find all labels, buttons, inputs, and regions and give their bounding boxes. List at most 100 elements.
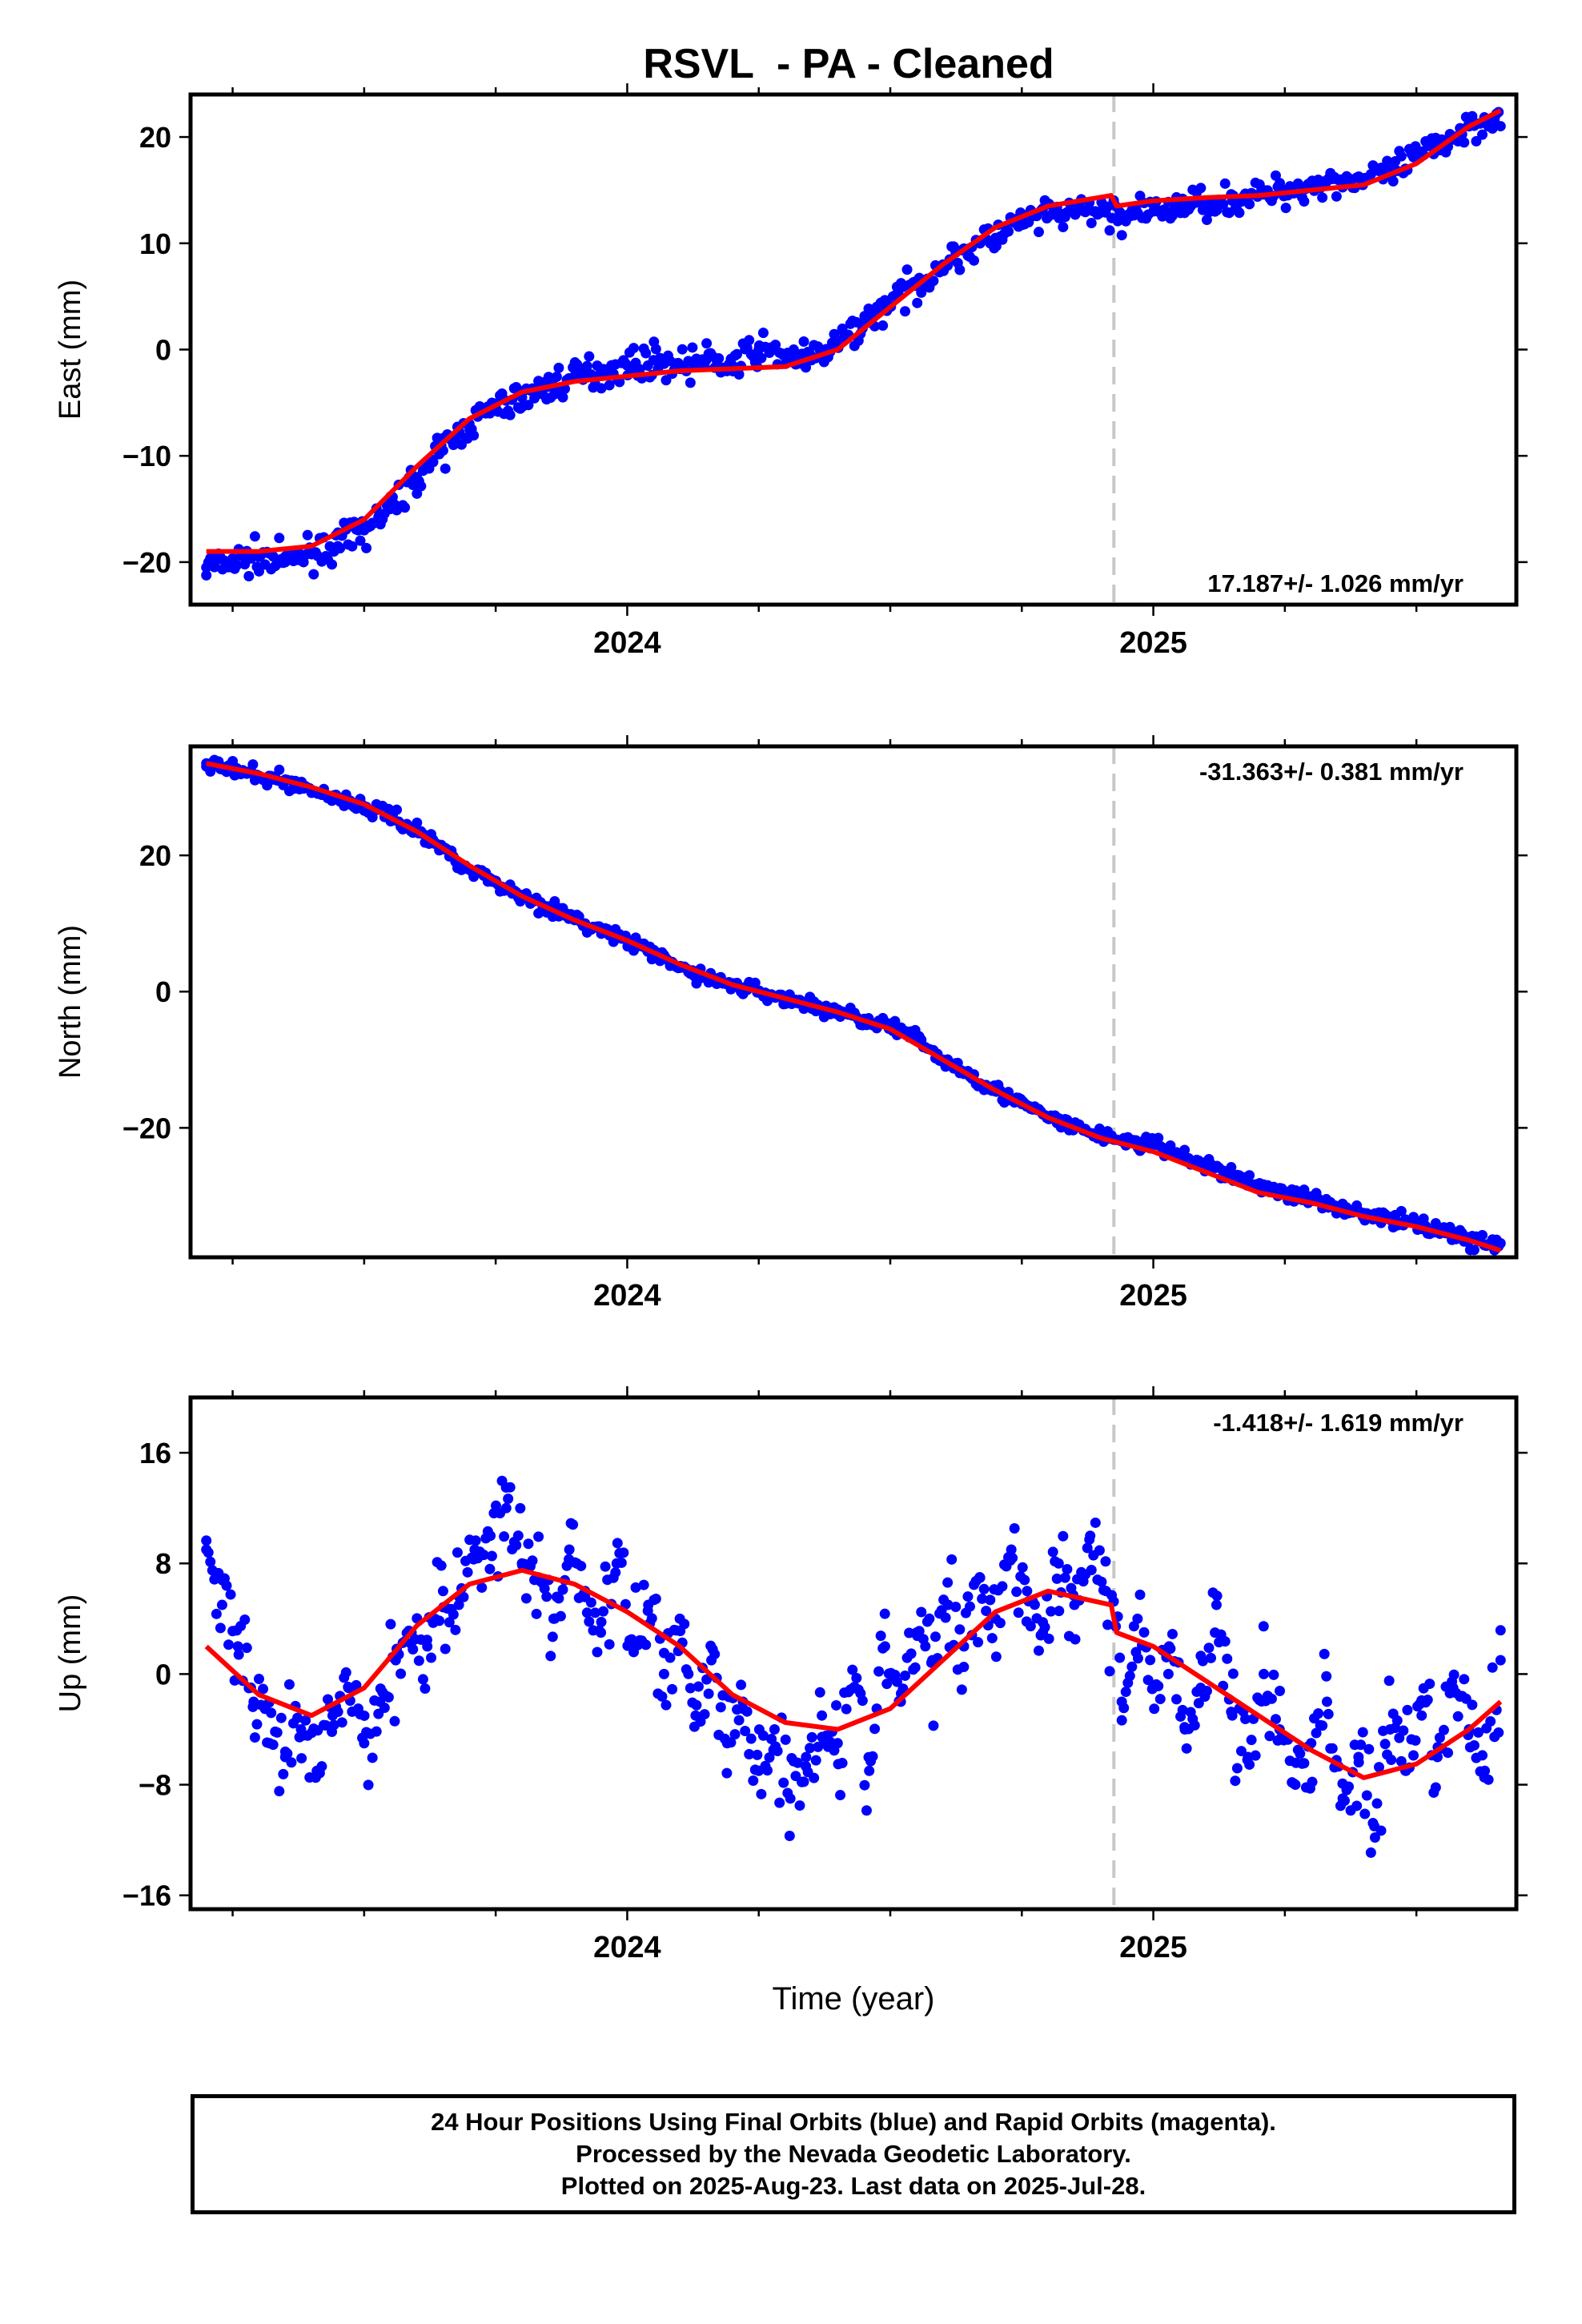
data-point xyxy=(1471,135,1482,147)
data-point xyxy=(764,1752,775,1763)
data-point xyxy=(1104,225,1115,236)
data-point xyxy=(478,1550,489,1561)
data-point xyxy=(997,1581,1008,1592)
data-point xyxy=(1094,1545,1105,1556)
data-point xyxy=(667,1683,678,1695)
data-point xyxy=(1227,1170,1238,1181)
data-point xyxy=(283,1679,295,1690)
data-point xyxy=(469,1544,480,1555)
data-point xyxy=(835,1790,846,1801)
data-point xyxy=(1337,1793,1348,1804)
data-point xyxy=(600,1561,611,1572)
data-point xyxy=(581,1607,592,1618)
caption-line-3: Plotted on 2025-Aug-23. Last data on 202… xyxy=(560,2172,1146,2200)
data-point xyxy=(1219,1636,1231,1647)
data-point xyxy=(328,1719,339,1731)
data-point xyxy=(516,1558,528,1569)
data-point xyxy=(448,1609,459,1620)
data-point xyxy=(1299,1184,1310,1196)
data-point xyxy=(1166,1628,1178,1639)
data-point xyxy=(1203,1642,1215,1654)
data-point xyxy=(981,1606,992,1617)
data-point xyxy=(390,1655,401,1666)
data-point xyxy=(1154,1694,1166,1705)
data-point xyxy=(640,348,652,359)
data-point xyxy=(598,1606,609,1617)
data-point xyxy=(1447,1683,1459,1694)
data-point xyxy=(1395,151,1407,162)
data-point xyxy=(740,1725,751,1736)
data-point xyxy=(1290,1779,1301,1791)
data-point xyxy=(1226,1162,1237,1173)
data-point xyxy=(610,1567,621,1578)
data-point xyxy=(458,1591,469,1602)
data-point xyxy=(251,1719,263,1730)
data-point xyxy=(470,1535,481,1546)
model-curve xyxy=(204,1567,1503,1780)
data-point xyxy=(806,1731,817,1743)
data-point xyxy=(732,348,743,360)
data-point xyxy=(733,1715,745,1726)
data-point xyxy=(881,1679,893,1690)
data-point xyxy=(693,1681,704,1692)
panel-east: 2024 2025 −20 −10 0 10 20 East (mm) 17.187+/- 1.… xyxy=(54,83,1528,660)
data-point xyxy=(1448,1669,1460,1680)
data-point xyxy=(677,344,688,355)
data-point xyxy=(1222,1653,1233,1664)
data-point xyxy=(1379,1739,1391,1750)
data-point xyxy=(864,1765,875,1776)
data-point xyxy=(810,1755,821,1766)
data-point xyxy=(977,1593,988,1604)
data-point xyxy=(875,1630,886,1642)
data-point xyxy=(1181,1743,1192,1754)
data-point xyxy=(468,430,480,441)
data-point xyxy=(211,1608,222,1619)
data-point xyxy=(1090,1517,1101,1528)
data-point xyxy=(683,1668,694,1679)
data-point xyxy=(841,1703,852,1715)
y-tick-label: 0 xyxy=(155,334,171,367)
data-point xyxy=(527,1555,538,1566)
y-axis-label: East (mm) xyxy=(54,279,87,420)
data-point xyxy=(569,371,580,382)
model-curve xyxy=(206,761,1502,1253)
data-point xyxy=(674,360,685,371)
data-point xyxy=(279,1751,291,1763)
data-point xyxy=(1114,1652,1126,1663)
data-point xyxy=(691,1699,702,1711)
data-point xyxy=(302,529,313,541)
x-tick-label: 2025 xyxy=(1119,1931,1187,1964)
data-point xyxy=(274,533,285,544)
data-point xyxy=(1452,1711,1464,1722)
data-point xyxy=(1477,129,1488,140)
data-point xyxy=(239,1614,251,1625)
data-point xyxy=(1319,1648,1330,1659)
data-point xyxy=(1051,1573,1062,1584)
data-point xyxy=(1179,1723,1191,1735)
data-point xyxy=(264,1738,275,1749)
data-point xyxy=(1483,1774,1494,1785)
data-point xyxy=(355,535,366,546)
data-point xyxy=(905,1648,917,1659)
data-point xyxy=(340,1667,351,1678)
data-point xyxy=(437,1586,448,1597)
data-point xyxy=(1134,1589,1146,1600)
data-point xyxy=(809,1772,820,1783)
data-point xyxy=(1011,1586,1022,1598)
data-point xyxy=(869,1723,881,1735)
data-point xyxy=(1189,1719,1200,1731)
data-point xyxy=(1138,1626,1150,1638)
data-point xyxy=(1230,1775,1241,1787)
observation-points xyxy=(201,107,1506,582)
data-point xyxy=(744,335,755,346)
x-tick-label: 2024 xyxy=(593,1931,661,1964)
y-tick-label: −20 xyxy=(122,546,171,579)
data-point xyxy=(476,1582,488,1593)
data-point xyxy=(1384,1723,1395,1735)
data-point xyxy=(539,1583,550,1594)
data-point xyxy=(774,1797,785,1808)
data-point xyxy=(1240,1713,1251,1724)
data-point xyxy=(1321,1696,1332,1707)
data-point xyxy=(904,1627,915,1638)
